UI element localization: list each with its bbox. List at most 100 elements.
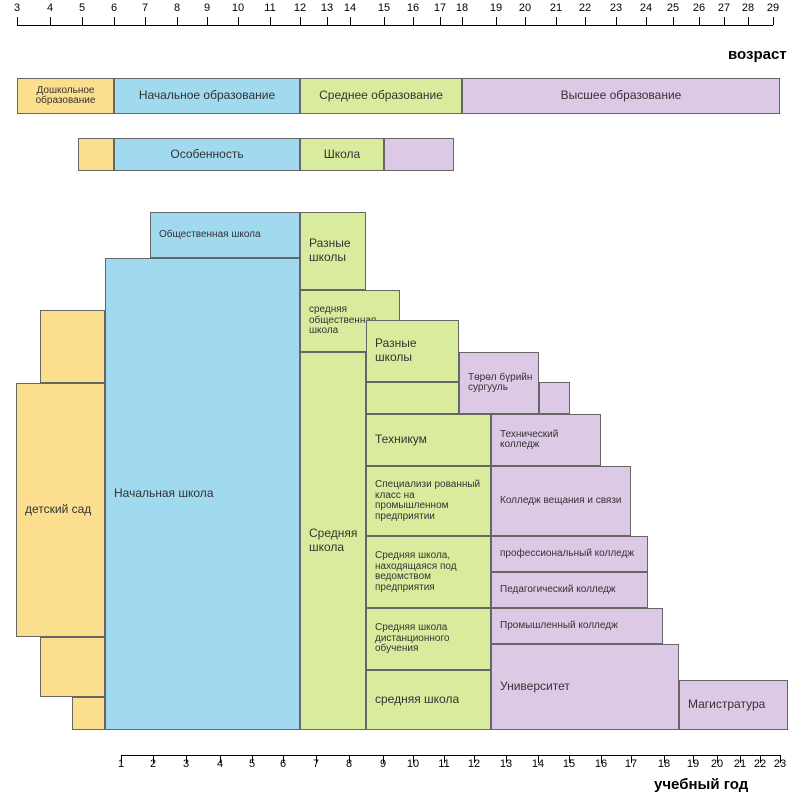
top-tick-12 — [300, 17, 301, 25]
row1-3: Высшее образование — [462, 78, 780, 114]
top-tick-4 — [50, 17, 51, 25]
top-tick-25 — [673, 17, 674, 25]
box-8 — [40, 310, 105, 383]
bottom-label-5: 5 — [249, 758, 255, 770]
top-tick-11 — [270, 17, 271, 25]
box-0: Общественная школа — [150, 212, 300, 258]
top-tick-16 — [413, 17, 414, 25]
top-tick-24 — [646, 17, 647, 25]
bottom-label-20: 20 — [711, 758, 723, 770]
top-label-7: 7 — [142, 2, 148, 14]
top-tick-5 — [82, 17, 83, 25]
box-10 — [72, 697, 105, 730]
top-label-6: 6 — [111, 2, 117, 14]
diagram-stage: 3456789101112131415161718192021222324252… — [0, 0, 800, 802]
box-9 — [40, 637, 105, 697]
top-label-13: 13 — [321, 2, 333, 14]
bottom-label-14: 14 — [532, 758, 544, 770]
top-tick-3 — [17, 17, 18, 25]
bottom-label-1: 1 — [118, 758, 124, 770]
box-20: Средняя школа дистанционного обучения — [366, 608, 491, 670]
box-24: Магистратура — [679, 680, 788, 730]
box-7: детский сад — [16, 383, 105, 637]
row1-2: Среднее образование — [300, 78, 462, 114]
top-tick-29 — [773, 17, 774, 25]
bottom-label-15: 15 — [563, 758, 575, 770]
top-tick-14 — [350, 17, 351, 25]
top-label-10: 10 — [232, 2, 244, 14]
bottom-label-13: 13 — [500, 758, 512, 770]
top-label-19: 19 — [490, 2, 502, 14]
bottom-label-17: 17 — [625, 758, 637, 770]
box-13 — [366, 382, 459, 414]
bottom-label-6: 6 — [280, 758, 286, 770]
bottom-label-22: 22 — [754, 758, 766, 770]
top-label-21: 21 — [550, 2, 562, 14]
box-16: Колледж вещания и связи — [491, 466, 631, 536]
top-label-24: 24 — [640, 2, 652, 14]
bottom-label-19: 19 — [687, 758, 699, 770]
top-label-20: 20 — [519, 2, 531, 14]
top-tick-6 — [114, 17, 115, 25]
box-6 — [539, 382, 570, 414]
bottom-label-9: 9 — [380, 758, 386, 770]
top-label-17: 17 — [434, 2, 446, 14]
top-tick-23 — [616, 17, 617, 25]
box-5: Төрөл бүрийн сургууль — [459, 352, 539, 414]
top-label-3: 3 — [14, 2, 20, 14]
bottom-label-2: 2 — [150, 758, 156, 770]
row1-0: Дошкольное образование — [17, 78, 114, 114]
top-label-22: 22 — [579, 2, 591, 14]
box-2: Начальная школа — [105, 258, 300, 730]
top-label-12: 12 — [294, 2, 306, 14]
top-axis-line — [17, 25, 773, 26]
bottom-label-10: 10 — [407, 758, 419, 770]
bottom-label-7: 7 — [313, 758, 319, 770]
top-label-25: 25 — [667, 2, 679, 14]
top-tick-22 — [585, 17, 586, 25]
row2-2: Школа — [300, 138, 384, 171]
top-tick-20 — [525, 17, 526, 25]
top-axis-title: возраст — [728, 46, 787, 63]
bottom-label-21: 21 — [734, 758, 746, 770]
box-18: профессиональный колледж — [491, 536, 648, 572]
top-label-29: 29 — [767, 2, 779, 14]
top-label-18: 18 — [456, 2, 468, 14]
top-tick-9 — [207, 17, 208, 25]
top-label-9: 9 — [204, 2, 210, 14]
bottom-axis-title: учебный год — [654, 776, 748, 793]
top-label-5: 5 — [79, 2, 85, 14]
bottom-label-16: 16 — [595, 758, 607, 770]
top-tick-15 — [384, 17, 385, 25]
box-12: Техникум — [366, 414, 491, 466]
top-label-28: 28 — [742, 2, 754, 14]
bottom-label-18: 18 — [658, 758, 670, 770]
box-15: Специализи рованный класс на промышленно… — [366, 466, 491, 536]
bottom-label-11: 11 — [438, 758, 449, 770]
box-22: средняя школа — [366, 670, 491, 730]
top-label-8: 8 — [174, 2, 180, 14]
bottom-label-23: 23 — [774, 758, 786, 770]
box-19: Педагогический колледж — [491, 572, 648, 608]
box-23: Университет — [491, 644, 679, 730]
top-tick-21 — [556, 17, 557, 25]
bottom-label-12: 12 — [468, 758, 480, 770]
row2-3 — [384, 138, 454, 171]
top-label-14: 14 — [344, 2, 356, 14]
top-tick-17 — [440, 17, 441, 25]
bottom-label-8: 8 — [346, 758, 352, 770]
box-14: Технический колледж — [491, 414, 601, 466]
bottom-label-4: 4 — [217, 758, 223, 770]
top-label-11: 11 — [264, 2, 275, 14]
top-tick-10 — [238, 17, 239, 25]
top-label-23: 23 — [610, 2, 622, 14]
top-tick-19 — [496, 17, 497, 25]
top-label-26: 26 — [693, 2, 705, 14]
top-tick-28 — [748, 17, 749, 25]
row2-0 — [78, 138, 114, 171]
box-1: Разные школы — [300, 212, 366, 290]
row2-1: Особенность — [114, 138, 300, 171]
top-tick-7 — [145, 17, 146, 25]
top-label-15: 15 — [378, 2, 390, 14]
row1-1: Начальное образование — [114, 78, 300, 114]
